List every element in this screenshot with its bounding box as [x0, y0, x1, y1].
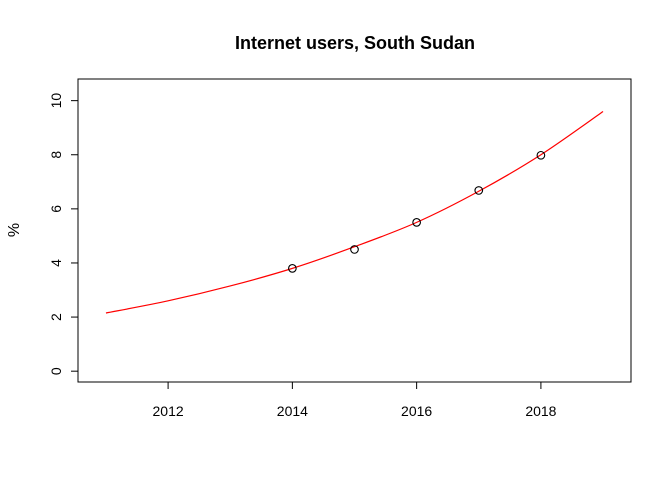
data-point	[350, 245, 359, 254]
x-tick-label: 2016	[401, 403, 432, 419]
y-tick-label: 10	[48, 93, 64, 109]
y-tick-label: 0	[48, 367, 64, 375]
x-axis: 2012 2014 2016 2018	[153, 381, 557, 419]
data-point	[412, 218, 421, 227]
y-tick-label: 8	[48, 151, 64, 159]
y-tick-label: 4	[48, 259, 64, 267]
x-tick-label: 2018	[525, 403, 556, 419]
data-point	[474, 186, 484, 195]
series-layer	[105, 110, 604, 314]
x-tick-label: 2012	[153, 403, 184, 419]
y-axis-title: %	[6, 223, 23, 237]
chart-title: Internet users, South Sudan	[235, 33, 475, 53]
fit-curve	[105, 110, 604, 314]
x-tick-label: 2014	[277, 403, 308, 419]
data-point	[536, 150, 546, 160]
data-point	[288, 264, 297, 273]
y-tick-label: 6	[48, 205, 64, 213]
y-tick-label: 2	[48, 313, 64, 321]
plot-frame	[77, 78, 632, 383]
y-axis: 0 2 4 6 8 10	[48, 93, 79, 375]
